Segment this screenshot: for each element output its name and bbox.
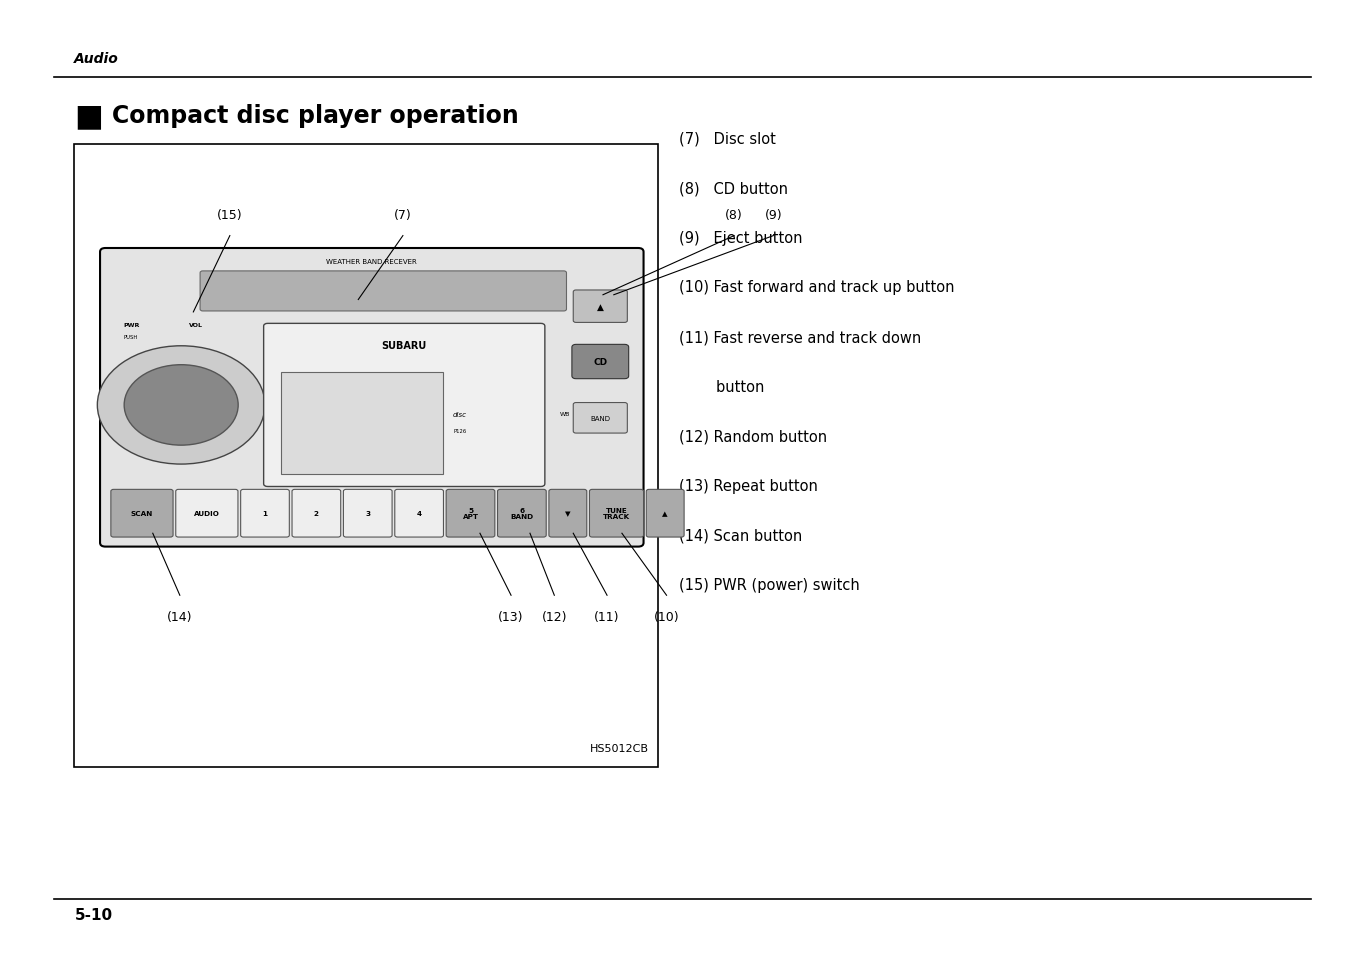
Text: (9)   Eject button: (9) Eject button xyxy=(679,231,802,246)
Text: 5
APT: 5 APT xyxy=(462,507,479,520)
Text: (8)   CD button: (8) CD button xyxy=(679,181,788,196)
Text: HS5012CB: HS5012CB xyxy=(589,743,649,753)
Text: (14): (14) xyxy=(168,610,192,623)
FancyBboxPatch shape xyxy=(176,490,238,537)
Text: VOL: VOL xyxy=(189,323,203,328)
Bar xyxy=(74,145,658,767)
Text: (15) PWR (power) switch: (15) PWR (power) switch xyxy=(679,578,860,593)
FancyBboxPatch shape xyxy=(264,324,545,487)
FancyBboxPatch shape xyxy=(498,490,546,537)
Text: ■: ■ xyxy=(74,102,103,131)
Text: 5-10: 5-10 xyxy=(74,907,112,923)
Text: (11): (11) xyxy=(595,610,619,623)
FancyBboxPatch shape xyxy=(446,490,495,537)
Text: (10) Fast forward and track up button: (10) Fast forward and track up button xyxy=(679,280,955,295)
Text: SUBARU: SUBARU xyxy=(381,341,427,351)
Text: TUNE
TRACK: TUNE TRACK xyxy=(603,507,630,520)
Text: 4: 4 xyxy=(416,511,422,517)
Circle shape xyxy=(124,365,238,446)
FancyBboxPatch shape xyxy=(200,272,566,312)
FancyBboxPatch shape xyxy=(549,490,587,537)
Text: WB: WB xyxy=(560,412,571,417)
FancyBboxPatch shape xyxy=(589,490,644,537)
Text: (11) Fast reverse and track down: (11) Fast reverse and track down xyxy=(679,330,921,345)
Text: PUSH: PUSH xyxy=(123,335,138,339)
Text: Compact disc player operation: Compact disc player operation xyxy=(112,104,519,129)
Bar xyxy=(281,373,443,475)
FancyBboxPatch shape xyxy=(241,490,289,537)
Text: PWR: PWR xyxy=(123,323,139,328)
Text: CD: CD xyxy=(594,357,607,367)
FancyBboxPatch shape xyxy=(111,490,173,537)
Text: (10): (10) xyxy=(654,610,679,623)
Text: 3: 3 xyxy=(365,511,370,517)
Text: button: button xyxy=(679,379,764,395)
Text: SCAN: SCAN xyxy=(131,511,153,517)
Text: P126: P126 xyxy=(453,429,466,434)
FancyBboxPatch shape xyxy=(573,291,627,323)
Text: (13): (13) xyxy=(499,610,523,623)
FancyBboxPatch shape xyxy=(292,490,341,537)
Text: (7): (7) xyxy=(393,209,412,222)
Text: ▲: ▲ xyxy=(662,511,668,517)
FancyBboxPatch shape xyxy=(573,403,627,434)
FancyBboxPatch shape xyxy=(100,249,644,547)
Text: (14) Scan button: (14) Scan button xyxy=(679,528,802,543)
Text: (7)   Disc slot: (7) Disc slot xyxy=(679,132,776,147)
Text: disc: disc xyxy=(453,411,466,417)
Text: BAND: BAND xyxy=(591,416,610,421)
Text: 1: 1 xyxy=(262,511,268,517)
Text: (15): (15) xyxy=(218,209,242,222)
Text: Audio: Audio xyxy=(74,52,119,66)
Text: ▼: ▼ xyxy=(565,511,571,517)
FancyBboxPatch shape xyxy=(395,490,443,537)
Text: 2: 2 xyxy=(314,511,319,517)
Text: WEATHER BAND RECEVER: WEATHER BAND RECEVER xyxy=(326,259,418,265)
Text: (13) Repeat button: (13) Repeat button xyxy=(679,478,818,494)
Text: (8): (8) xyxy=(725,209,744,222)
Text: ▲: ▲ xyxy=(596,302,604,312)
Text: (12): (12) xyxy=(542,610,566,623)
FancyBboxPatch shape xyxy=(572,345,629,379)
FancyBboxPatch shape xyxy=(646,490,684,537)
Text: AUDIO: AUDIO xyxy=(193,511,220,517)
Text: (12) Random button: (12) Random button xyxy=(679,429,827,444)
FancyBboxPatch shape xyxy=(343,490,392,537)
Text: (9): (9) xyxy=(764,209,783,222)
Circle shape xyxy=(97,346,265,465)
Text: 6
BAND: 6 BAND xyxy=(510,507,534,520)
